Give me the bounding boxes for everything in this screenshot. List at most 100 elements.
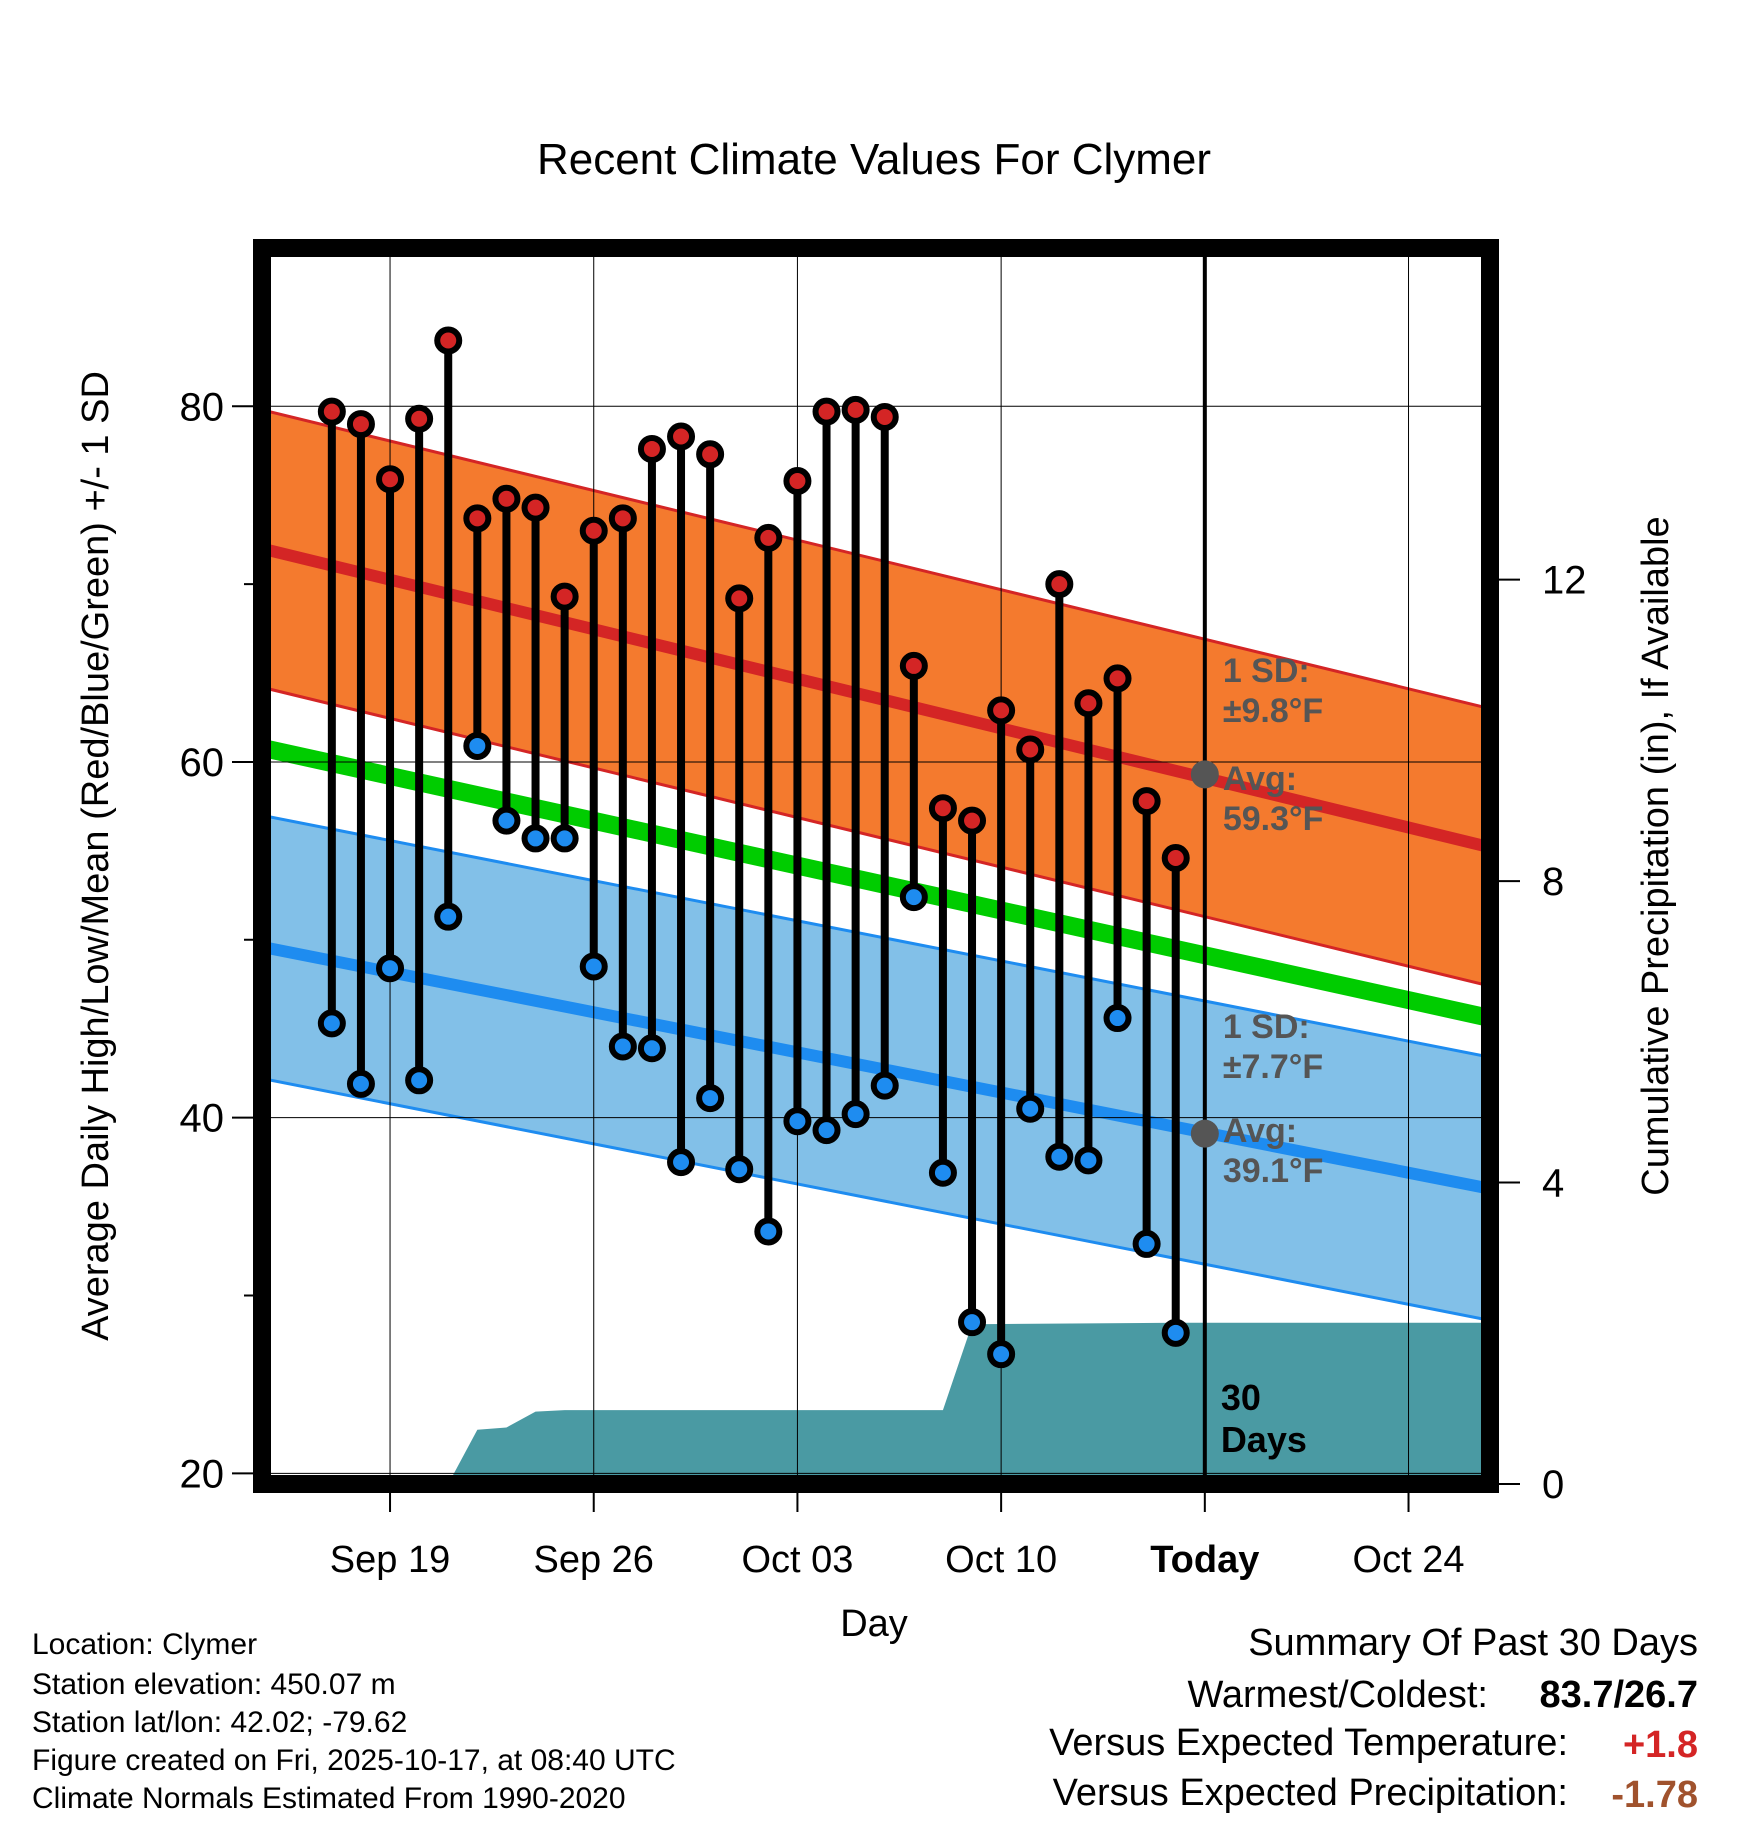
high-temp-point <box>1161 843 1190 872</box>
plot-frame <box>253 239 1499 1493</box>
high-avg-marker <box>1190 760 1219 789</box>
mean-line <box>262 738 1490 1027</box>
low-temp-point <box>521 824 550 853</box>
high-temp-point <box>928 794 957 823</box>
high-temp-point <box>1074 689 1103 718</box>
x-tick-label: Sep 26 <box>534 1539 654 1581</box>
high-sd-label: 1 SD: <box>1223 652 1310 690</box>
x-tick-label: Oct 10 <box>945 1539 1057 1581</box>
high-temp-point <box>579 516 608 545</box>
high-temp-point <box>987 696 1016 725</box>
latlon-label: Station lat/lon: 42.02; -79.62 <box>32 1706 408 1739</box>
low-temp-point <box>783 1107 812 1136</box>
low-sd-label: 1 SD: <box>1223 1008 1310 1046</box>
window-label-days: Days <box>1221 1419 1307 1460</box>
high-temp-point <box>346 410 375 439</box>
low-temp-point <box>579 952 608 981</box>
temp-anomaly-label: Versus Expected Temperature: <box>1049 1722 1568 1764</box>
high-temp-point <box>492 484 521 513</box>
low-avg-marker <box>1190 1119 1219 1148</box>
high-temp-point <box>725 584 754 613</box>
low-temp-point <box>958 1308 987 1337</box>
y2-tick-label: 0 <box>1542 1463 1564 1507</box>
low-temp-point <box>841 1100 870 1129</box>
high-temp-point <box>754 523 783 552</box>
high-temp-point <box>521 493 550 522</box>
high-avg-label: Avg: <box>1223 760 1297 798</box>
low-temp-point <box>899 883 928 912</box>
low-temp-point <box>492 806 521 835</box>
low-temp-point <box>928 1158 957 1187</box>
y-tick-label: 20 <box>180 1452 225 1496</box>
low-temp-point <box>1074 1146 1103 1175</box>
high-temp-point <box>405 404 434 433</box>
high-temp-point <box>958 806 987 835</box>
precip-anomaly-value: -1.78 <box>1611 1774 1698 1816</box>
y2-tick-label: 12 <box>1542 559 1587 603</box>
low-temp-point <box>376 954 405 983</box>
chart-title: Recent Climate Values For Clymer <box>537 135 1211 184</box>
y2-axis-label: Cumulative Precipitation (in), If Availa… <box>1635 516 1677 1195</box>
high-temp-point <box>550 582 579 611</box>
low-avg-label: Avg: <box>1223 1112 1297 1150</box>
high-temp-point <box>696 440 725 469</box>
low-temp-point <box>346 1069 375 1098</box>
low-temp-point <box>725 1155 754 1184</box>
window-label-count: 30 <box>1221 1377 1261 1418</box>
high-temp-point <box>812 397 841 426</box>
low-temp-point <box>754 1217 783 1246</box>
low-temp-point <box>550 824 579 853</box>
high-temp-point <box>463 504 492 533</box>
low-temp-point <box>1161 1318 1190 1347</box>
y2-tick-label: 4 <box>1542 1162 1564 1206</box>
x-tick-label: Today <box>1150 1539 1259 1581</box>
low-temp-point <box>1045 1142 1074 1171</box>
warm-cold-label: Warmest/Coldest: <box>1187 1674 1488 1716</box>
high-temp-point <box>667 422 696 451</box>
precip-area <box>331 1322 1490 1484</box>
high-temp-point <box>899 651 928 680</box>
low-temp-point <box>696 1084 725 1113</box>
x-tick-label: Sep 19 <box>330 1539 450 1581</box>
low-temp-point <box>434 902 463 931</box>
y-tick-label: 80 <box>180 385 225 429</box>
high-avg-line <box>262 542 1490 854</box>
low-temp-point <box>637 1034 666 1063</box>
axes: 20 40 60 80 0 4 8 12 Sep 19 Sep 26 Oct 03 Oct 10 Tod… <box>180 239 1587 1581</box>
low-temp-point <box>463 731 492 760</box>
high-avg-value: 59.3°F <box>1223 800 1324 838</box>
low-sd-value: ±7.7°F <box>1223 1048 1323 1086</box>
low-temp-point <box>1132 1229 1161 1258</box>
low-temp-point <box>667 1148 696 1177</box>
low-sd-band-lower-edge <box>262 1077 1490 1322</box>
location-label: Location: Clymer <box>32 1628 258 1661</box>
low-sd-band-upper-edge <box>262 813 1490 1059</box>
low-temp-point <box>987 1340 1016 1369</box>
low-temp-point <box>812 1116 841 1145</box>
low-avg-value: 39.1°F <box>1223 1152 1324 1190</box>
precip-anomaly-label: Versus Expected Precipitation: <box>1052 1772 1568 1814</box>
warm-cold-value: 83.7/26.7 <box>1539 1674 1698 1716</box>
created-label: Figure created on Fri, 2025-10-17, at 08… <box>32 1744 676 1777</box>
high-temp-point <box>1132 787 1161 816</box>
high-temp-point <box>1016 735 1045 764</box>
high-temp-point <box>637 434 666 463</box>
high-temp-point <box>1103 664 1132 693</box>
high-temp-point <box>1045 570 1074 599</box>
high-temp-point <box>434 326 463 355</box>
x-axis-label: Day <box>840 1603 908 1645</box>
low-avg-line <box>262 941 1490 1195</box>
high-sd-value: ±9.8°F <box>1223 692 1323 730</box>
low-temp-point <box>608 1032 637 1061</box>
x-tick-label: Oct 24 <box>1353 1539 1465 1581</box>
high-temp-point <box>841 395 870 424</box>
high-temp-point <box>317 397 346 426</box>
y-tick-label: 40 <box>180 1097 225 1141</box>
low-temp-point <box>870 1071 899 1100</box>
high-temp-point <box>608 504 637 533</box>
elevation-label: Station elevation: 450.07 m <box>32 1668 396 1701</box>
y-tick-label: 60 <box>180 741 225 785</box>
high-temp-point <box>783 466 812 495</box>
y-axis-label: Average Daily High/Low/Mean (Red/Blue/Gr… <box>75 371 117 1341</box>
